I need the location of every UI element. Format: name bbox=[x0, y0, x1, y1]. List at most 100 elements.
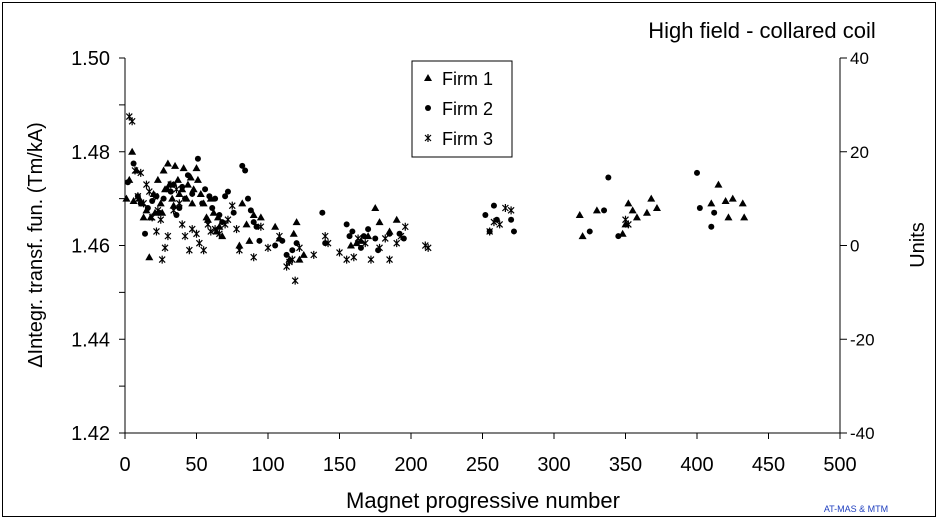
data-point-triangle bbox=[189, 185, 198, 193]
star-stroke bbox=[170, 206, 178, 215]
star-stroke bbox=[283, 262, 291, 271]
data-point-triangle bbox=[632, 213, 641, 221]
data-point-star bbox=[207, 227, 215, 236]
data-point-star bbox=[125, 112, 133, 121]
y-tick-label: 1.48 bbox=[71, 142, 110, 164]
data-point-circle bbox=[216, 212, 223, 219]
data-point-star bbox=[276, 232, 283, 241]
star-stroke bbox=[486, 227, 494, 236]
star-stroke bbox=[134, 192, 142, 201]
x-tick-label: 500 bbox=[823, 454, 856, 476]
data-point-triangle bbox=[218, 232, 227, 240]
data-point-star bbox=[507, 206, 515, 215]
data-point-triangle bbox=[215, 222, 224, 230]
data-point-star bbox=[386, 255, 393, 264]
star-stroke bbox=[215, 229, 223, 238]
star-stroke bbox=[195, 239, 203, 248]
star-stroke bbox=[367, 255, 375, 264]
data-point-star bbox=[228, 201, 236, 210]
data-point-circle bbox=[293, 240, 300, 247]
star-stroke bbox=[350, 253, 358, 262]
data-point-triangle bbox=[256, 213, 265, 221]
data-point-circle bbox=[247, 207, 254, 214]
star-stroke bbox=[424, 134, 432, 142]
star-stroke bbox=[393, 239, 401, 248]
star-stroke bbox=[125, 112, 133, 121]
star-stroke bbox=[140, 199, 148, 208]
data-point-circle bbox=[224, 188, 231, 195]
data-point-triangle bbox=[352, 239, 361, 247]
data-point-star bbox=[151, 192, 159, 201]
data-point-triangle bbox=[188, 199, 197, 207]
y2-tick-label: 40 bbox=[850, 49, 869, 68]
star-stroke bbox=[157, 215, 165, 224]
y-axis-title: ΔIntegr. transf. fun. (Tm/kA) bbox=[25, 122, 47, 368]
data-point-circle bbox=[490, 202, 497, 209]
data-point-triangle bbox=[292, 218, 301, 226]
star-stroke bbox=[276, 232, 283, 241]
data-point-star bbox=[343, 255, 351, 264]
data-point-star bbox=[137, 168, 145, 177]
data-point-triangle bbox=[271, 222, 280, 230]
data-point-star bbox=[224, 215, 232, 224]
data-point-star bbox=[381, 234, 389, 243]
y-tick-label: 1.46 bbox=[71, 236, 110, 258]
star-stroke bbox=[228, 201, 236, 210]
data-point-star bbox=[158, 255, 166, 264]
data-point-circle bbox=[189, 190, 196, 197]
star-stroke bbox=[361, 239, 369, 248]
star-stroke bbox=[401, 222, 409, 231]
data-point-circle bbox=[615, 233, 622, 240]
data-point-star bbox=[296, 243, 303, 252]
data-point-star bbox=[264, 243, 272, 252]
data-point-star bbox=[145, 187, 153, 196]
data-point-circle bbox=[605, 174, 612, 181]
data-point-circle bbox=[244, 195, 251, 202]
data-point-star bbox=[257, 222, 265, 231]
data-point-star bbox=[367, 255, 375, 264]
data-point-circle bbox=[167, 188, 174, 195]
data-point-star bbox=[131, 166, 139, 175]
data-point-star bbox=[310, 250, 318, 259]
data-point-star bbox=[153, 227, 160, 236]
data-point-circle bbox=[149, 197, 156, 204]
data-point-triangle bbox=[356, 236, 365, 244]
data-point-star bbox=[195, 239, 203, 248]
data-point-star bbox=[154, 206, 162, 215]
data-point-circle bbox=[601, 207, 608, 214]
data-point-triangle bbox=[289, 229, 298, 237]
star-stroke bbox=[167, 180, 175, 189]
data-point-triangle bbox=[238, 199, 247, 207]
star-stroke bbox=[181, 232, 189, 241]
data-point-star bbox=[200, 246, 208, 255]
data-point-star bbox=[283, 262, 291, 271]
data-point-star bbox=[233, 225, 240, 234]
data-point-star bbox=[134, 192, 142, 201]
data-point-triangle bbox=[652, 204, 661, 211]
legend-label: Firm 1 bbox=[442, 69, 493, 89]
data-point-triangle bbox=[169, 201, 178, 209]
data-point-triangle bbox=[642, 208, 651, 216]
data-point-triangle bbox=[375, 218, 384, 226]
data-point-triangle bbox=[628, 206, 637, 214]
data-point-triangle bbox=[235, 241, 244, 249]
data-point-star bbox=[291, 276, 299, 285]
data-point-circle bbox=[230, 209, 237, 216]
data-point-triangle bbox=[249, 211, 258, 219]
data-point-circle bbox=[694, 169, 700, 176]
data-point-star bbox=[622, 215, 629, 224]
star-stroke bbox=[291, 276, 299, 285]
data-point-star bbox=[496, 220, 504, 229]
star-stroke bbox=[164, 232, 172, 241]
star-stroke bbox=[235, 246, 243, 255]
data-point-star bbox=[157, 215, 165, 224]
data-point-triangle bbox=[129, 196, 138, 204]
data-point-circle bbox=[482, 212, 489, 219]
star-stroke bbox=[143, 180, 150, 189]
chart-title: High field - collared coil bbox=[648, 18, 875, 43]
star-stroke bbox=[496, 220, 504, 229]
data-point-star bbox=[161, 243, 169, 252]
star-stroke bbox=[153, 227, 160, 236]
data-point-triangle bbox=[371, 204, 380, 211]
